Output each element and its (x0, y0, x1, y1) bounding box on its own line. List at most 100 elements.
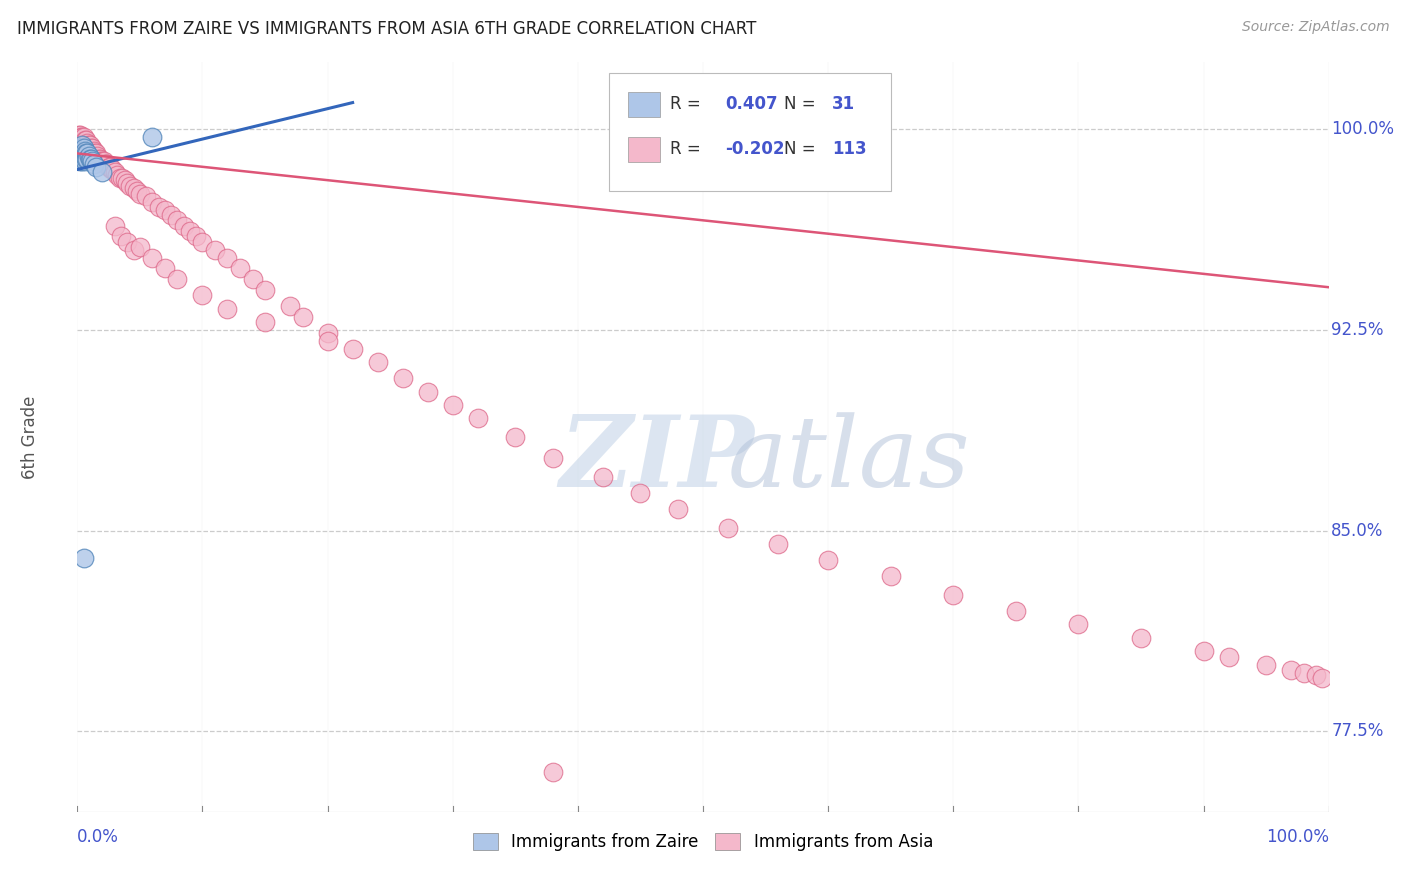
Point (441, 398, 464, 412)
Point (72, 136, 94, 150)
Text: 31: 31 (832, 95, 855, 112)
Point (84, 152, 107, 166)
Point (416, 384, 439, 399)
Point (104, 165, 127, 179)
FancyBboxPatch shape (609, 73, 891, 191)
Point (141, 251, 163, 265)
Point (67, 128, 90, 142)
Point (69, 128, 91, 142)
Point (69, 146, 91, 161)
Point (72, 146, 94, 161)
Point (1305, 668, 1327, 682)
Text: 100.0%: 100.0% (1331, 120, 1395, 138)
Point (73, 138, 96, 153)
Point (82, 154, 104, 169)
Point (77, 149, 100, 163)
Point (80, 141, 103, 155)
Point (1292, 665, 1315, 680)
Point (70, 146, 93, 161)
Point (666, 502, 689, 516)
Point (77, 138, 100, 153)
Point (114, 173, 136, 187)
Point (94, 157, 117, 171)
Text: 6th Grade: 6th Grade (21, 395, 39, 479)
Point (69, 154, 91, 169)
Point (83, 146, 105, 161)
Point (79, 138, 101, 153)
Legend: Immigrants from Zaire, Immigrants from Asia: Immigrants from Zaire, Immigrants from A… (467, 826, 939, 857)
Text: N =: N = (785, 95, 821, 112)
Point (173, 219, 195, 233)
Point (67, 133, 90, 147)
Point (880, 569, 903, 583)
Point (70, 130, 93, 145)
Text: 85.0%: 85.0% (1331, 522, 1384, 540)
Point (75, 138, 97, 153)
Point (72, 141, 94, 155)
Point (1254, 657, 1277, 672)
Text: 100.0%: 100.0% (1265, 828, 1329, 846)
Text: 113: 113 (832, 140, 866, 158)
Point (75, 146, 97, 161)
Text: -0.202: -0.202 (725, 140, 785, 158)
Point (82, 146, 104, 161)
Point (76, 146, 98, 161)
Point (101, 162, 124, 177)
Point (96, 157, 118, 171)
Point (229, 261, 252, 276)
Point (76, 141, 98, 155)
Point (100, 162, 122, 177)
Point (253, 315, 276, 329)
Text: Source: ZipAtlas.com: Source: ZipAtlas.com (1241, 20, 1389, 34)
Point (204, 243, 226, 257)
Point (342, 342, 364, 356)
Point (541, 451, 564, 466)
Point (76, 152, 98, 166)
Point (75, 152, 97, 166)
Point (72, 130, 94, 145)
Point (73, 144, 96, 158)
Text: R =: R = (671, 95, 706, 112)
Point (717, 521, 740, 535)
Point (67, 138, 90, 153)
Point (1067, 617, 1090, 632)
Point (69, 136, 91, 150)
Point (72, 152, 94, 166)
Point (67, 141, 90, 155)
Point (817, 553, 839, 567)
Text: 77.5%: 77.5% (1331, 723, 1384, 740)
Point (191, 288, 214, 302)
Text: 0.407: 0.407 (725, 95, 778, 112)
Point (592, 470, 614, 484)
Point (72, 144, 94, 158)
Point (141, 130, 163, 145)
Point (77, 144, 100, 158)
Point (69, 141, 91, 155)
Point (98, 160, 121, 174)
Point (217, 301, 239, 316)
Point (86, 149, 108, 163)
Point (79, 144, 101, 158)
Point (117, 176, 139, 190)
Point (70, 141, 93, 155)
Point (108, 170, 131, 185)
Point (83, 144, 105, 158)
Point (110, 229, 132, 244)
Point (104, 219, 127, 233)
Point (73, 154, 96, 169)
Point (117, 235, 139, 249)
Point (72, 138, 94, 153)
Point (630, 486, 652, 500)
Point (153, 202, 176, 217)
Point (93, 154, 115, 169)
Point (316, 334, 339, 348)
Text: N =: N = (785, 140, 821, 158)
Point (1129, 631, 1152, 645)
Point (135, 189, 157, 203)
Point (118, 178, 141, 193)
Point (942, 588, 965, 602)
Point (70, 141, 93, 155)
Point (72, 149, 94, 163)
Point (1218, 649, 1240, 664)
Point (122, 181, 145, 195)
